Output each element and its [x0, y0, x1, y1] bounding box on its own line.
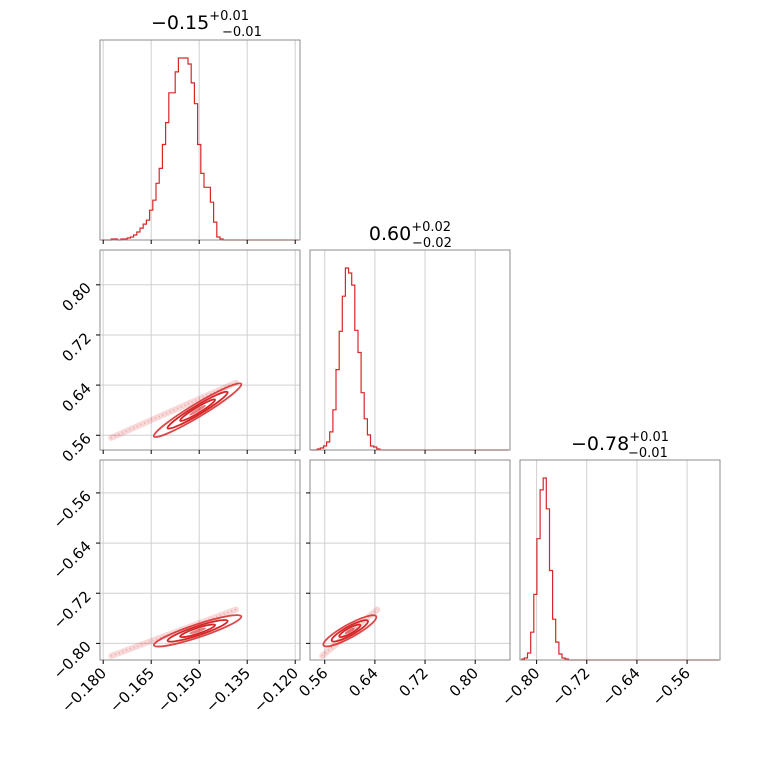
x-tick-label: −0.80 — [498, 664, 543, 709]
contour-level — [166, 619, 229, 643]
title-param-3: −0.78+0.01 — [571, 430, 669, 455]
contour-level — [330, 619, 369, 643]
title-param-1-minus: −0.01 — [222, 25, 262, 40]
panel-frame — [309, 249, 511, 451]
x-tick-label: −0.72 — [548, 664, 593, 709]
contour-level — [152, 382, 243, 438]
density-cloud — [319, 606, 381, 659]
title-param-2-minus: −0.02 — [412, 236, 452, 251]
title-param-3-minus: −0.01 — [628, 446, 668, 461]
panel-frame — [99, 249, 301, 451]
hist-panel-1 — [99, 39, 301, 244]
x-tick-label: −0.56 — [649, 664, 694, 709]
x-tick-label: −0.165 — [106, 664, 158, 716]
scatter-points — [321, 608, 379, 657]
y-tick-label: 0.80 — [58, 279, 94, 315]
contour-panel-2-3: 0.56 0.64 0.72 0.80 — [295, 459, 511, 700]
density-cloud — [108, 379, 239, 441]
contour-level — [322, 614, 378, 648]
contour-level — [179, 398, 217, 422]
hist-panel-3: −0.80 −0.72 −0.64 −0.56 — [498, 459, 721, 709]
panel-frame — [99, 39, 301, 241]
x-tick-label: 0.64 — [345, 664, 381, 700]
y-tick-label: 0.56 — [58, 429, 94, 465]
contour-level — [338, 623, 362, 639]
y-tick-label: 0.64 — [58, 379, 94, 415]
density-peak — [189, 404, 206, 416]
panel-frame — [309, 459, 511, 661]
contour-level — [179, 623, 217, 639]
x-tick-label: −0.150 — [154, 664, 206, 716]
title-param-1: −0.15+0.01 — [151, 9, 249, 34]
x-tick-label: −0.64 — [599, 664, 644, 709]
scatter-points — [110, 381, 237, 439]
y-tick-label: −0.56 — [50, 487, 95, 532]
panel-titles: −0.15+0.01 −0.01 0.60+0.02 −0.02 −0.78+0… — [151, 9, 669, 461]
panel-frame — [519, 459, 721, 661]
contour-group — [152, 382, 243, 438]
contour-level — [166, 390, 229, 430]
density-peak — [189, 627, 206, 635]
x-tick-label: 0.72 — [396, 664, 432, 700]
hist-panel-2 — [309, 249, 511, 454]
histogram-step-line — [310, 267, 509, 451]
title-param-2: 0.60+0.02 — [369, 220, 451, 245]
histogram-step-line — [101, 57, 299, 241]
x-tick-label: 0.56 — [295, 664, 331, 700]
histogram-step-line — [521, 477, 719, 661]
contour-group — [153, 614, 243, 648]
x-tick-label: −0.120 — [250, 664, 302, 716]
contour-group — [322, 614, 378, 648]
y-tick-label: 0.72 — [58, 329, 94, 365]
y-tick-label: −0.72 — [50, 587, 95, 632]
contour-level — [153, 614, 243, 648]
contour-panel-1-2: 0.56 0.64 0.72 0.80 — [58, 249, 301, 466]
panel-frame — [99, 459, 301, 661]
x-tick-label: −0.135 — [202, 664, 254, 716]
y-tick-label: −0.64 — [50, 537, 95, 582]
panels: −0.80 −0.72 −0.64 −0.560.560.640.720.80−0.1… — [50, 39, 721, 716]
x-tick-label: 0.80 — [446, 664, 482, 700]
contour-panel-1-3: −0.180−0.165−0.150−0.135−0.120−0.80−0.72… — [50, 459, 302, 716]
density-peak — [344, 627, 355, 634]
